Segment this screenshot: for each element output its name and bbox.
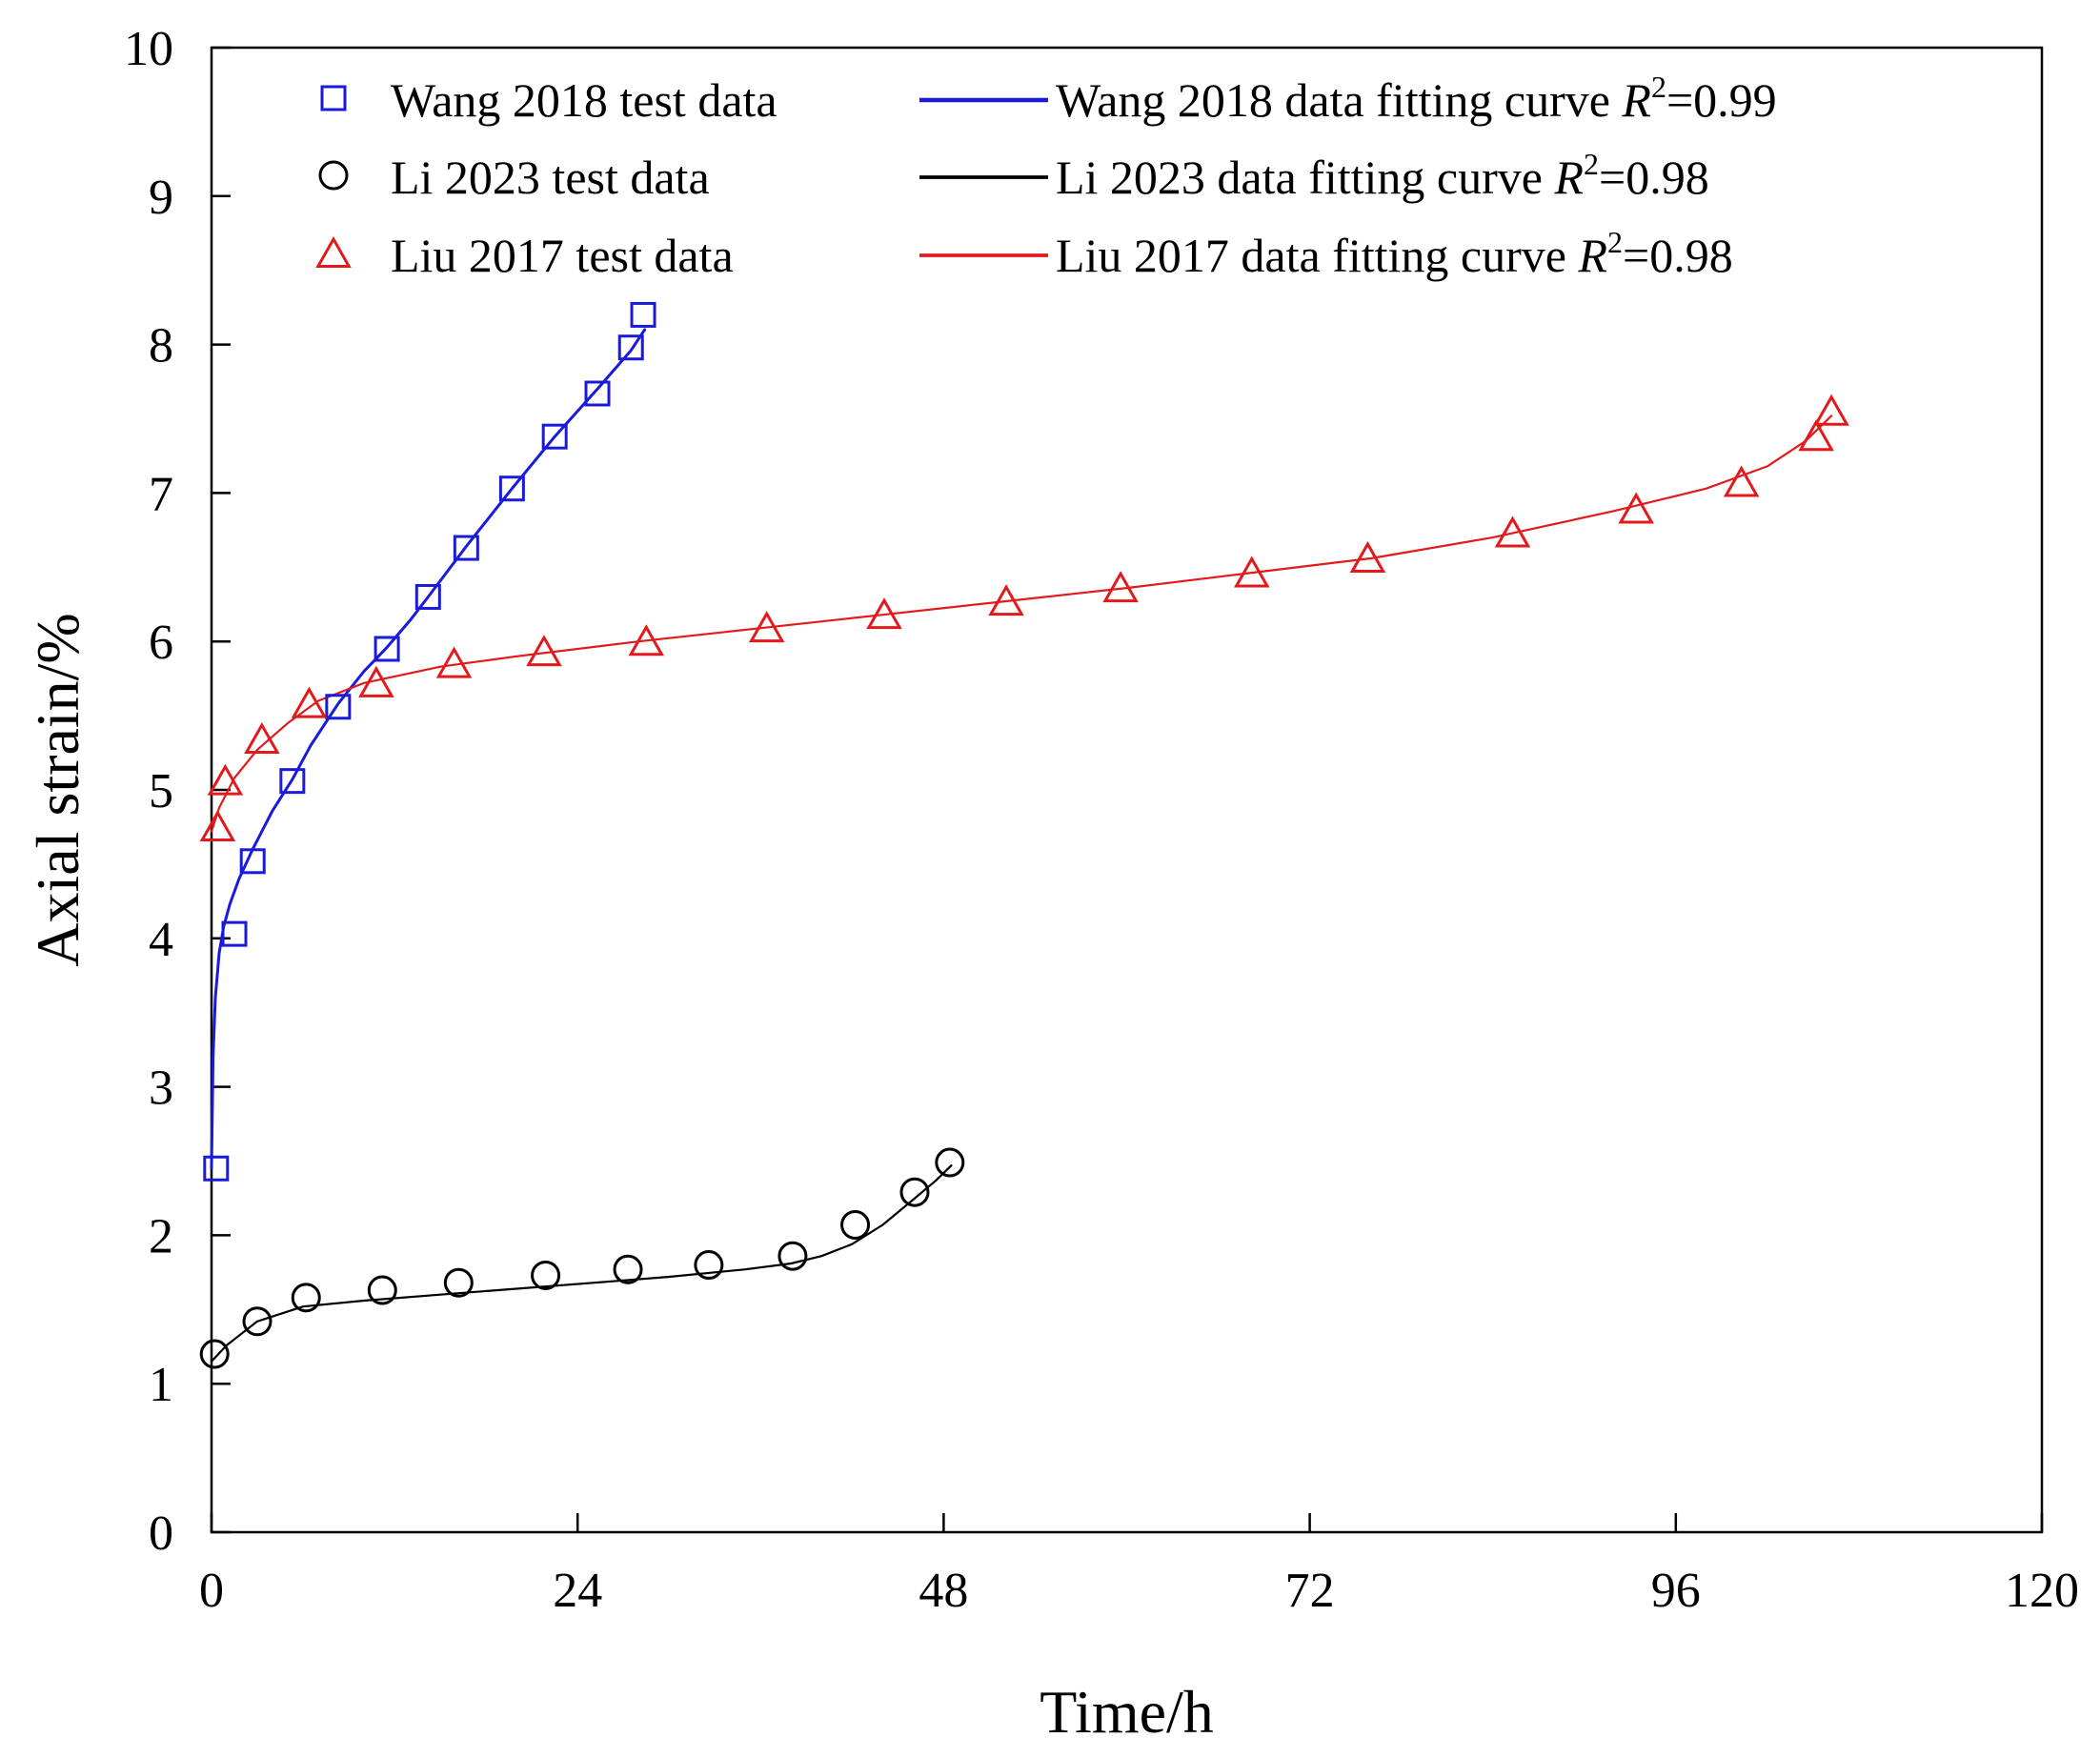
- liu-2017-data-fitting-curve-line: [210, 414, 1833, 833]
- legend-wang-2018-data-fitting-curve-name: Wang 2018 data fitting curve: [1056, 73, 1622, 127]
- liu-2017-test-data-point: [1798, 419, 1834, 452]
- wang-2018-test-data-point: [541, 423, 568, 450]
- liu-2017-test-data-points: [199, 394, 1849, 841]
- wang-2018-test-data-point: [279, 768, 306, 795]
- legend-li-2023-test-data-label: Li 2023 test data: [391, 151, 710, 204]
- legend-wang-2018-data-fitting-curve-r2-symbol: R: [1621, 73, 1651, 127]
- wang-2018-test-data-point: [498, 475, 525, 502]
- li-2023-test-data-point: [840, 1209, 871, 1240]
- wang-2018-test-data-point: [630, 301, 656, 328]
- legend-li-2023-data-fitting-curve-r2-value: =0.98: [1599, 151, 1709, 204]
- tick-labels: 0 24 48 72 96 120 0 1 2 3 4 5 6 7 8 9 10: [124, 22, 2079, 1618]
- x-axis-title: Time/h: [1040, 1678, 1214, 1746]
- legend-li-2023-data-fitting-curve-r2-symbol: R: [1553, 151, 1584, 204]
- liu-2017-test-data-point: [1102, 571, 1139, 603]
- liu-2017-test-data-point: [866, 597, 902, 630]
- li-2023-test-data-point: [899, 1177, 930, 1207]
- wang-2018-data-fitting-curve-line: [210, 328, 647, 1170]
- legend-wang-2018-data-fitting-curve-label: Wang 2018 data fitting curve R2=0.99: [1056, 70, 1777, 127]
- liu-2017-test-data-point: [748, 611, 785, 643]
- li-2023-test-data-point: [367, 1275, 397, 1305]
- li-2023-test-data-point: [531, 1260, 561, 1290]
- wang-2018-test-data-point: [203, 1155, 230, 1182]
- wang-2018-test-data-points: [203, 301, 656, 1182]
- legend-liu-2017-data-fitting-curve-r2-exponent: 2: [1607, 225, 1623, 259]
- legend-liu-2017-data-fitting-curve-name: Liu 2017 data fitting curve: [1056, 229, 1578, 282]
- x-tick-label: 48: [919, 1564, 968, 1618]
- liu-2017-test-data-point: [628, 624, 665, 657]
- wang-2018-test-data-point: [584, 380, 611, 407]
- liu-2017-test-data-point: [988, 584, 1024, 616]
- liu-2017-test-data-point: [1494, 515, 1531, 548]
- legend-wang-2018-test-data-label: Wang 2018 test data: [391, 73, 777, 127]
- liu-2017-test-data-point: [1618, 492, 1654, 524]
- li-2023-data-fitting-curve-line: [210, 1164, 953, 1363]
- y-tick-label: 4: [149, 913, 173, 967]
- li-2023-test-data-point: [443, 1267, 474, 1298]
- x-tick-label: 72: [1285, 1564, 1335, 1618]
- y-tick-label: 1: [149, 1358, 173, 1412]
- legend-li-2023-data-fitting-curve-label: Li 2023 data fitting curve R2=0.98: [1056, 147, 1709, 204]
- wang-2018-test-data-point: [617, 334, 644, 361]
- y-tick-label: 2: [149, 1209, 173, 1263]
- liu-2017-test-data-point: [526, 635, 562, 667]
- y-tick-label: 9: [149, 171, 173, 225]
- li-2023-test-data-point: [777, 1241, 808, 1271]
- liu-2017-test-data-point: [244, 721, 280, 755]
- legend-liu-2017-data-fitting-curve-label: Liu 2017 data fitting curve R2=0.98: [1056, 225, 1733, 282]
- x-tick-label: 24: [553, 1564, 602, 1618]
- wang-2018-test-data-point: [453, 535, 479, 561]
- li-2023-test-data-point: [613, 1254, 643, 1284]
- liu-2017-test-data-point: [207, 763, 244, 796]
- legend-liu-2017-test-data-marker: [315, 235, 352, 268]
- li-2023-test-data-point: [935, 1147, 965, 1178]
- x-tick-label: 0: [199, 1564, 224, 1618]
- legend-li-2023-test-data-marker: [318, 160, 349, 191]
- legend-liu-2017-data-fitting-curve-r2-value: =0.98: [1623, 229, 1733, 282]
- y-tick-label: 10: [124, 22, 173, 76]
- axis-ticks: [210, 46, 2044, 1534]
- legend-wang-2018-data-fitting-curve-r2-value: =0.99: [1666, 73, 1777, 127]
- li-2023-test-data-point: [291, 1283, 321, 1313]
- li-2023-test-data-point: [199, 1339, 230, 1369]
- legend-wang-2018-data-fitting-curve-r2-exponent: 2: [1651, 70, 1666, 104]
- wang-2018-test-data-point: [239, 848, 266, 875]
- x-tick-label: 120: [2005, 1564, 2079, 1618]
- legend-li-2023-data-fitting-curve-name: Li 2023 data fitting curve: [1056, 151, 1554, 204]
- legend-liu-2017-test-data-label: Liu 2017 test data: [391, 229, 734, 282]
- liu-2017-test-data-point: [1233, 556, 1270, 588]
- y-tick-label: 5: [149, 764, 173, 818]
- li-2023-test-data-point: [694, 1250, 724, 1281]
- y-tick-label: 8: [149, 319, 173, 374]
- li-2023-test-data-point: [242, 1306, 273, 1337]
- liu-2017-test-data-point: [358, 665, 394, 697]
- legend-liu-2017-data-fitting-curve-r2-symbol: R: [1577, 229, 1607, 282]
- liu-2017-test-data-point: [291, 686, 328, 718]
- legend-wang-2018-test-data-marker: [320, 85, 347, 111]
- y-tick-label: 6: [149, 616, 173, 670]
- liu-2017-test-data-point: [1723, 465, 1760, 497]
- y-tick-label: 0: [149, 1506, 173, 1561]
- fitting-curves: [210, 328, 1833, 1363]
- y-axis-title: Axial strain/%: [24, 613, 91, 966]
- li-2023-test-data-points: [199, 1147, 965, 1369]
- liu-2017-test-data-point: [1813, 394, 1849, 426]
- wang-2018-test-data-point: [325, 694, 352, 720]
- liu-2017-test-data-point: [1349, 540, 1386, 573]
- x-tick-label: 96: [1651, 1564, 1701, 1618]
- test-data-markers: [199, 301, 1849, 1369]
- legend-li-2023-data-fitting-curve-r2-exponent: 2: [1584, 147, 1599, 181]
- y-tick-label: 7: [149, 467, 173, 521]
- wang-2018-test-data-point: [374, 636, 400, 662]
- wang-2018-test-data-point: [221, 920, 248, 947]
- legend: Wang 2018 test data Li 2023 test data Liu …: [315, 70, 1777, 282]
- liu-2017-test-data-point: [435, 646, 473, 678]
- wang-2018-test-data-point: [414, 583, 441, 610]
- y-tick-label: 3: [149, 1061, 173, 1116]
- liu-2017-test-data-point: [199, 809, 236, 841]
